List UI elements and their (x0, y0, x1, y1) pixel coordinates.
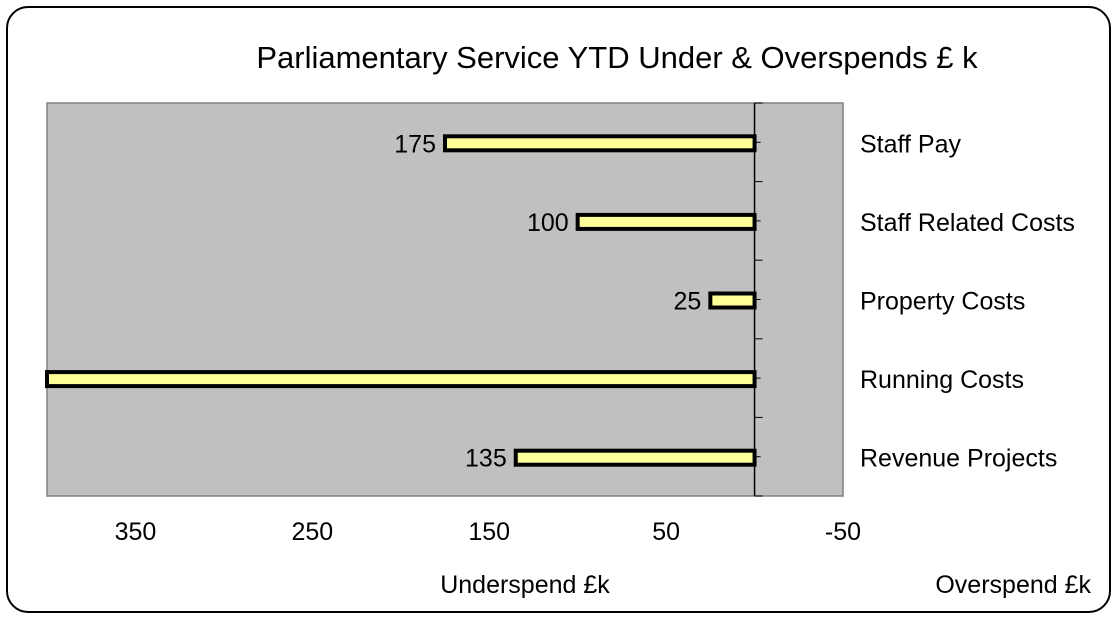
bar (708, 291, 757, 310)
x-tick-label: 350 (115, 518, 157, 546)
bar (443, 134, 757, 153)
data-label: 25 (674, 288, 702, 316)
bar (575, 212, 757, 231)
category-label: Property Costs (860, 288, 1025, 316)
bar (45, 370, 757, 389)
x-tick-label: -50 (825, 518, 861, 546)
data-label: 135 (465, 445, 507, 473)
x-axis-title-underspend: Underspend £k (440, 571, 610, 599)
x-tick-label: 250 (291, 518, 333, 546)
x-tick-label: 50 (652, 518, 680, 546)
bar (513, 448, 757, 467)
category-label: Staff Related Costs (860, 209, 1075, 237)
chart-title: Parliamentary Service YTD Under & Oversp… (256, 40, 978, 75)
x-axis-title-overspend: Overspend £k (935, 571, 1091, 599)
x-tick-label: 150 (468, 518, 510, 546)
category-label: Revenue Projects (860, 445, 1057, 473)
data-label: 175 (394, 130, 436, 158)
category-label: Running Costs (860, 366, 1024, 394)
category-label: Staff Pay (860, 130, 961, 158)
data-label: 100 (527, 209, 569, 237)
